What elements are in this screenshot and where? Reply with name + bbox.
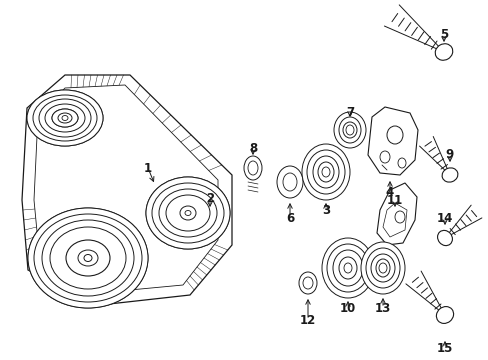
Text: 9: 9	[445, 148, 453, 162]
Ellipse shape	[342, 122, 356, 138]
Text: 6: 6	[285, 211, 293, 225]
Ellipse shape	[247, 161, 258, 175]
Ellipse shape	[370, 254, 394, 282]
Ellipse shape	[52, 109, 78, 127]
Ellipse shape	[42, 220, 134, 296]
Ellipse shape	[360, 242, 404, 294]
Ellipse shape	[39, 99, 91, 137]
Ellipse shape	[146, 177, 229, 249]
Ellipse shape	[42, 220, 134, 296]
Ellipse shape	[146, 177, 229, 249]
Ellipse shape	[365, 248, 399, 288]
Text: 10: 10	[339, 302, 355, 315]
Ellipse shape	[159, 189, 217, 237]
Ellipse shape	[306, 150, 345, 194]
Ellipse shape	[28, 208, 148, 308]
Ellipse shape	[338, 257, 356, 279]
Ellipse shape	[39, 99, 91, 137]
Ellipse shape	[394, 211, 404, 223]
Ellipse shape	[321, 238, 373, 298]
Ellipse shape	[165, 195, 209, 231]
Ellipse shape	[66, 240, 110, 276]
Polygon shape	[367, 107, 417, 175]
Ellipse shape	[338, 117, 360, 143]
Ellipse shape	[333, 112, 365, 148]
Ellipse shape	[184, 211, 191, 216]
Text: 11: 11	[386, 194, 402, 207]
Ellipse shape	[66, 240, 110, 276]
Text: 7: 7	[345, 105, 353, 118]
Text: 3: 3	[321, 203, 329, 216]
Polygon shape	[34, 85, 218, 293]
Text: 1: 1	[143, 162, 152, 175]
Ellipse shape	[298, 272, 316, 294]
Ellipse shape	[34, 214, 142, 302]
Ellipse shape	[397, 158, 405, 168]
Text: 2: 2	[205, 192, 214, 204]
Ellipse shape	[332, 250, 362, 286]
Ellipse shape	[78, 250, 98, 266]
Ellipse shape	[441, 168, 457, 182]
Ellipse shape	[276, 166, 303, 198]
Ellipse shape	[152, 183, 224, 243]
Ellipse shape	[180, 206, 196, 220]
Text: 14: 14	[436, 211, 452, 225]
Ellipse shape	[346, 125, 353, 135]
Ellipse shape	[84, 255, 92, 261]
Text: 12: 12	[299, 314, 315, 327]
Ellipse shape	[317, 162, 333, 182]
Ellipse shape	[33, 95, 97, 141]
Ellipse shape	[152, 183, 224, 243]
Ellipse shape	[435, 307, 453, 323]
Ellipse shape	[33, 95, 97, 141]
Ellipse shape	[302, 144, 349, 200]
Polygon shape	[376, 183, 416, 245]
Ellipse shape	[159, 189, 217, 237]
Ellipse shape	[184, 211, 191, 216]
Ellipse shape	[84, 255, 92, 261]
Ellipse shape	[52, 109, 78, 127]
Text: 4: 4	[385, 185, 393, 198]
Ellipse shape	[28, 208, 148, 308]
Ellipse shape	[343, 263, 351, 273]
Ellipse shape	[45, 104, 85, 132]
Text: 5: 5	[439, 28, 447, 41]
Ellipse shape	[434, 44, 452, 60]
Ellipse shape	[303, 277, 312, 289]
Ellipse shape	[375, 259, 389, 277]
Ellipse shape	[58, 113, 72, 123]
Text: 15: 15	[436, 342, 452, 355]
Polygon shape	[22, 75, 231, 305]
Ellipse shape	[27, 90, 103, 146]
Ellipse shape	[244, 156, 262, 180]
Ellipse shape	[326, 244, 368, 292]
Ellipse shape	[62, 116, 68, 121]
Ellipse shape	[34, 214, 142, 302]
Ellipse shape	[78, 250, 98, 266]
Ellipse shape	[283, 173, 296, 191]
Text: 8: 8	[248, 141, 257, 154]
Ellipse shape	[62, 116, 68, 121]
Ellipse shape	[437, 230, 451, 246]
Ellipse shape	[58, 113, 72, 123]
Ellipse shape	[312, 156, 338, 188]
Ellipse shape	[165, 195, 209, 231]
Ellipse shape	[27, 90, 103, 146]
Ellipse shape	[379, 151, 389, 163]
Ellipse shape	[180, 206, 196, 220]
Ellipse shape	[321, 167, 329, 177]
Ellipse shape	[378, 263, 386, 273]
Ellipse shape	[386, 126, 402, 144]
Ellipse shape	[50, 227, 126, 289]
Ellipse shape	[45, 104, 85, 132]
Text: 13: 13	[374, 302, 390, 315]
Polygon shape	[382, 203, 406, 237]
